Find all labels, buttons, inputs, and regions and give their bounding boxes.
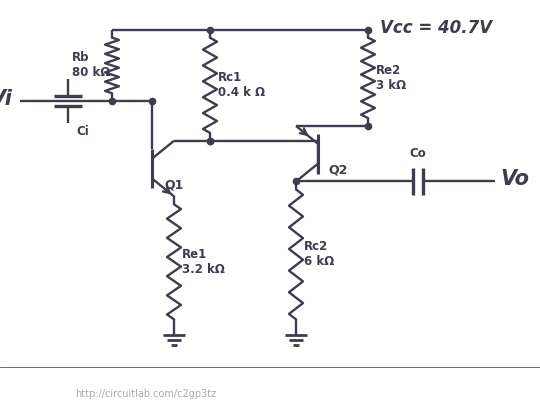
Text: Vi: Vi bbox=[0, 89, 12, 109]
Text: Q2: Q2 bbox=[328, 164, 347, 177]
Text: CIRCUIT: CIRCUIT bbox=[8, 370, 55, 380]
Text: shaohsi / direct coupling cascade_2: shaohsi / direct coupling cascade_2 bbox=[75, 374, 284, 384]
Text: http://circuitlab.com/c2gp3tz: http://circuitlab.com/c2gp3tz bbox=[75, 389, 216, 399]
Text: Rc2
6 kΩ: Rc2 6 kΩ bbox=[304, 241, 334, 269]
Text: Rc1
0.4 k Ω: Rc1 0.4 k Ω bbox=[218, 71, 265, 99]
Text: Ci: Ci bbox=[76, 125, 89, 138]
Text: Rb
80 kΩ: Rb 80 kΩ bbox=[72, 51, 110, 79]
Text: Vo: Vo bbox=[500, 170, 529, 190]
Text: –·W·–■–LAB: –·W·–■–LAB bbox=[8, 386, 62, 395]
Text: Vcc = 40.7V: Vcc = 40.7V bbox=[380, 19, 492, 37]
Text: Co: Co bbox=[410, 147, 427, 160]
Text: Re2
3 kΩ: Re2 3 kΩ bbox=[376, 64, 406, 92]
Text: Q1: Q1 bbox=[164, 179, 184, 192]
Text: Re1
3.2 kΩ: Re1 3.2 kΩ bbox=[182, 248, 225, 276]
